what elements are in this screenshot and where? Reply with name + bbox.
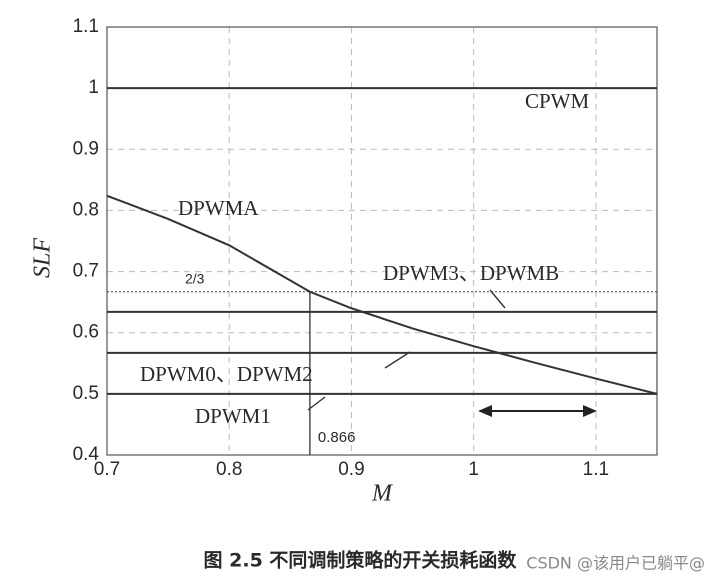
range-arrow [478,405,597,417]
y-tick-label: 1.1 [73,16,99,37]
y-tick-label: 0.9 [73,138,99,159]
leader-line [489,289,506,309]
x-tick-label: 0.9 [338,459,364,480]
leader-line [384,351,411,369]
y-tick-label: 0.4 [73,444,100,465]
series-label: DPWMA [178,196,259,220]
leader-line [307,396,326,411]
y-axis-label: SLF [30,238,56,278]
caption: 图 2.5 不同调制策略的开关损耗函数 [204,549,518,572]
arrow-head [478,405,492,417]
series-label: DPWM3、DPWMB [383,261,559,285]
reference-label: 2/3 [185,270,205,286]
x-tick-label: 1.1 [583,459,609,480]
x-tick-label: 0.8 [216,459,242,480]
y-tick-label: 0.7 [73,261,99,282]
plot-frame [106,26,658,456]
y-tick-label: 1 [88,77,99,98]
reference-label: 0.866 [318,429,356,446]
series-label: DPWM0、DPWM2 [140,362,313,386]
y-tick-label: 0.5 [73,383,99,404]
y-tick-label: 0.8 [73,199,99,220]
y-tick-label: 0.6 [73,322,99,343]
watermark: CSDN @该用户已躺平@ [526,554,705,573]
series-label: DPWM1 [195,404,271,428]
series-label: CPWM [525,89,590,113]
series-line [106,194,658,395]
x-axis-label: M [371,481,394,507]
x-tick-label: 1 [468,459,479,480]
x-tick-label: 0.7 [94,459,120,480]
arrow-head [583,405,597,417]
